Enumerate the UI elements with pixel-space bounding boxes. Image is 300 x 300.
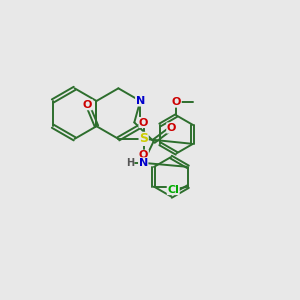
Text: Cl: Cl	[167, 184, 179, 195]
Text: O: O	[139, 150, 148, 160]
Text: O: O	[172, 97, 181, 107]
Text: S: S	[139, 132, 148, 146]
Text: N: N	[136, 96, 145, 106]
Text: H: H	[126, 158, 134, 168]
Text: O: O	[83, 100, 92, 110]
Text: N: N	[139, 158, 148, 168]
Text: O: O	[167, 123, 176, 133]
Text: O: O	[139, 118, 148, 128]
